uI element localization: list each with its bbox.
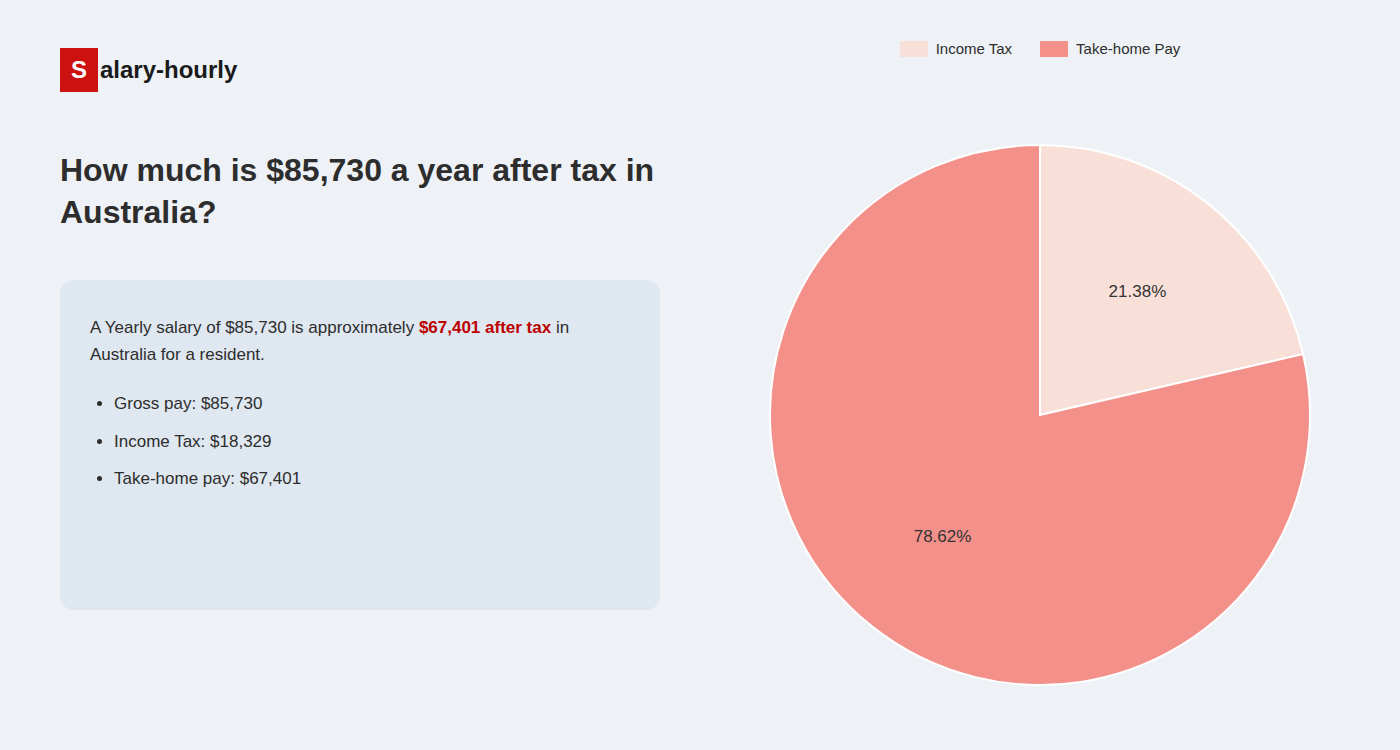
logo: Salary-hourly	[60, 48, 237, 92]
legend-swatch	[900, 41, 928, 57]
info-text: in	[551, 318, 569, 337]
bullet-list: Gross pay: $85,730 Income Tax: $18,329 Tak…	[90, 390, 630, 492]
logo-text: alary-hourly	[100, 56, 237, 84]
bullet-item: Income Tax: $18,329	[114, 428, 630, 455]
legend-label: Take-home Pay	[1076, 40, 1180, 57]
logo-letter: S	[60, 48, 98, 92]
info-box: A Yearly salary of $85,730 is approximat…	[60, 280, 660, 610]
data-label: 78.62%	[914, 527, 972, 546]
info-highlight: $67,401 after tax	[419, 318, 551, 337]
bullet-item: Gross pay: $85,730	[114, 390, 630, 417]
legend-label: Income Tax	[936, 40, 1012, 57]
legend-item: Income Tax	[900, 40, 1012, 57]
legend: Income Tax Take-home Pay	[690, 40, 1390, 57]
slices	[770, 145, 1310, 685]
info-line: Australia for a resident.	[90, 341, 630, 368]
data-labels: 21.38% 78.62%	[914, 282, 1167, 546]
pie-slice	[770, 145, 1310, 685]
legend-swatch	[1040, 41, 1068, 57]
chart-panel: 21.38% 78.62% Income Tax Take-home Pay	[690, 0, 1390, 750]
bullet-item: Take-home pay: $67,401	[114, 465, 630, 492]
data-label: 21.38%	[1109, 282, 1167, 301]
text-panel: Salary-hourly How much is $85,730 a year …	[40, 0, 680, 750]
legend-item: Take-home Pay	[1040, 40, 1180, 57]
pie-chart: 21.38% 78.62%	[690, 0, 1390, 750]
page: {"chart_data": {"type": "pie", "title": …	[0, 0, 1400, 750]
info-text: A Yearly salary of $85,730 is approximat…	[90, 318, 419, 337]
title: How much is $85,730 a year after tax in …	[60, 150, 660, 233]
info-line: A Yearly salary of $85,730 is approximat…	[90, 314, 630, 341]
